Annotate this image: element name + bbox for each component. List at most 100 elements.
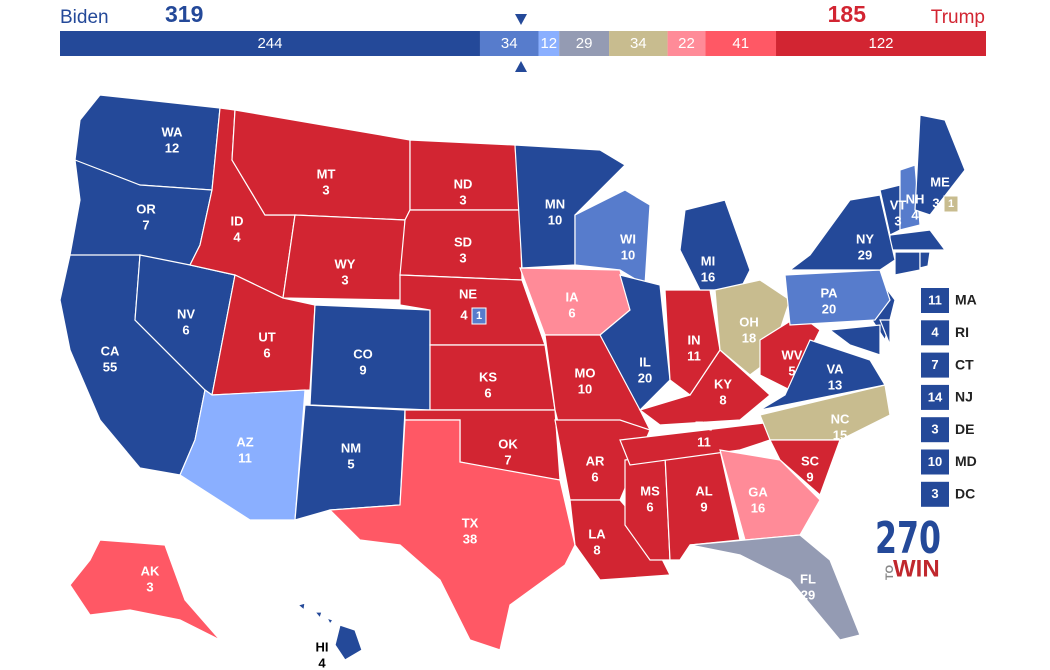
state-abbr: MO	[575, 365, 596, 380]
state-abbr: MT	[317, 166, 336, 181]
split-box	[471, 307, 487, 325]
state-abbr: NE	[459, 286, 477, 301]
small-state-ev: 3	[931, 422, 938, 437]
small-state-box	[921, 320, 949, 346]
state-ev: 3	[459, 192, 466, 207]
state-ev: 12	[165, 140, 179, 155]
state-shape	[919, 251, 931, 269]
state-ev: 13	[828, 377, 842, 392]
bar-label: 12	[540, 35, 557, 52]
state-ev: 11	[238, 450, 252, 465]
state-ev: 7	[504, 452, 511, 467]
state-shape	[889, 229, 947, 251]
state-shape	[619, 419, 792, 466]
state-ev: 10	[621, 247, 635, 262]
state-shape	[231, 109, 411, 221]
state-abbr: WI	[620, 231, 636, 246]
state-abbr: HI	[316, 639, 329, 654]
state-shape	[784, 269, 891, 326]
state-ev: 11	[687, 348, 701, 363]
state-abbr: SD	[454, 234, 472, 249]
state-abbr: MI	[701, 253, 715, 268]
state-ev: 5	[788, 363, 795, 378]
bar-segment	[609, 31, 668, 56]
small-state-abbr: NJ	[955, 389, 973, 405]
bar-label: 34	[630, 35, 647, 52]
bar-label: 22	[678, 35, 695, 52]
state-abbr: NV	[177, 306, 195, 321]
state-abbr: MN	[545, 196, 565, 211]
state-abbr: AZ	[236, 434, 253, 449]
small-state-box	[921, 449, 949, 475]
state-shape	[69, 539, 221, 641]
logo-number: 270	[875, 513, 941, 564]
state-abbr: WA	[162, 124, 184, 139]
small-state-box	[921, 352, 949, 378]
state-ev: 6	[484, 385, 491, 400]
bar-segment	[538, 31, 560, 56]
state-ev: 4	[911, 207, 919, 222]
state-abbr: VA	[826, 361, 844, 376]
state-shape	[689, 534, 861, 641]
small-state-abbr: CT	[955, 356, 974, 372]
state-ev: 6	[182, 322, 189, 337]
state-abbr: OK	[498, 436, 518, 451]
state-abbr: TX	[462, 515, 479, 530]
state-ev: 16	[751, 500, 765, 515]
state-ev: 20	[638, 370, 652, 385]
state-shape	[759, 339, 886, 411]
right-total: 185	[828, 1, 867, 27]
state-abbr: LA	[588, 526, 606, 541]
state-shape	[899, 164, 921, 231]
right-name: Trump	[931, 7, 985, 28]
state-ev: 6	[591, 469, 598, 484]
state-abbr: IL	[639, 354, 651, 369]
small-state-ev: 7	[931, 357, 938, 372]
state-ev: 10	[578, 381, 592, 396]
state-ev: 4	[233, 229, 241, 244]
state-ev: 3	[146, 579, 153, 594]
island	[296, 602, 306, 612]
state-ev: 55	[103, 359, 117, 374]
bar-label: 244	[257, 35, 282, 52]
state-ev: 3	[932, 195, 939, 210]
state-abbr: CO	[353, 346, 373, 361]
state-abbr: KY	[714, 376, 732, 391]
state-ev: 8	[719, 392, 726, 407]
small-state-box	[921, 288, 949, 313]
bar-segment	[705, 31, 777, 56]
state-ev: 15	[833, 427, 847, 442]
small-state-ev: 14	[928, 389, 943, 404]
state-shape	[179, 388, 306, 521]
state-ev: 4	[460, 307, 468, 322]
state-abbr: PA	[820, 285, 838, 300]
logo-to: TO	[884, 564, 896, 580]
state-abbr: IA	[566, 289, 580, 304]
island	[313, 611, 323, 620]
state-abbr: AL	[695, 483, 712, 498]
state-shape	[828, 324, 881, 356]
state-ev: 6	[263, 345, 270, 360]
state-abbr: GA	[748, 484, 768, 499]
state-ev: 9	[806, 469, 813, 484]
state-ev: 10	[548, 212, 562, 227]
state-shape	[328, 419, 576, 651]
bar-segment	[479, 31, 539, 56]
state-abbr: TN	[695, 418, 712, 433]
split-box	[943, 195, 959, 213]
states	[59, 94, 966, 661]
state-abbr: UT	[258, 329, 275, 344]
bar-segment	[776, 31, 986, 56]
bar-segment	[559, 31, 610, 56]
small-state-ev: 4	[931, 325, 939, 340]
state-abbr: NC	[831, 411, 850, 426]
state-ev: 9	[700, 499, 707, 514]
state-abbr: WV	[782, 347, 803, 362]
bar-segment	[60, 31, 480, 56]
bar-label: 34	[501, 35, 518, 52]
small-state-ev: 10	[928, 454, 942, 469]
state-shape	[788, 194, 896, 271]
state-ev: 3	[341, 272, 348, 287]
small-state-ev: 11	[928, 292, 942, 307]
